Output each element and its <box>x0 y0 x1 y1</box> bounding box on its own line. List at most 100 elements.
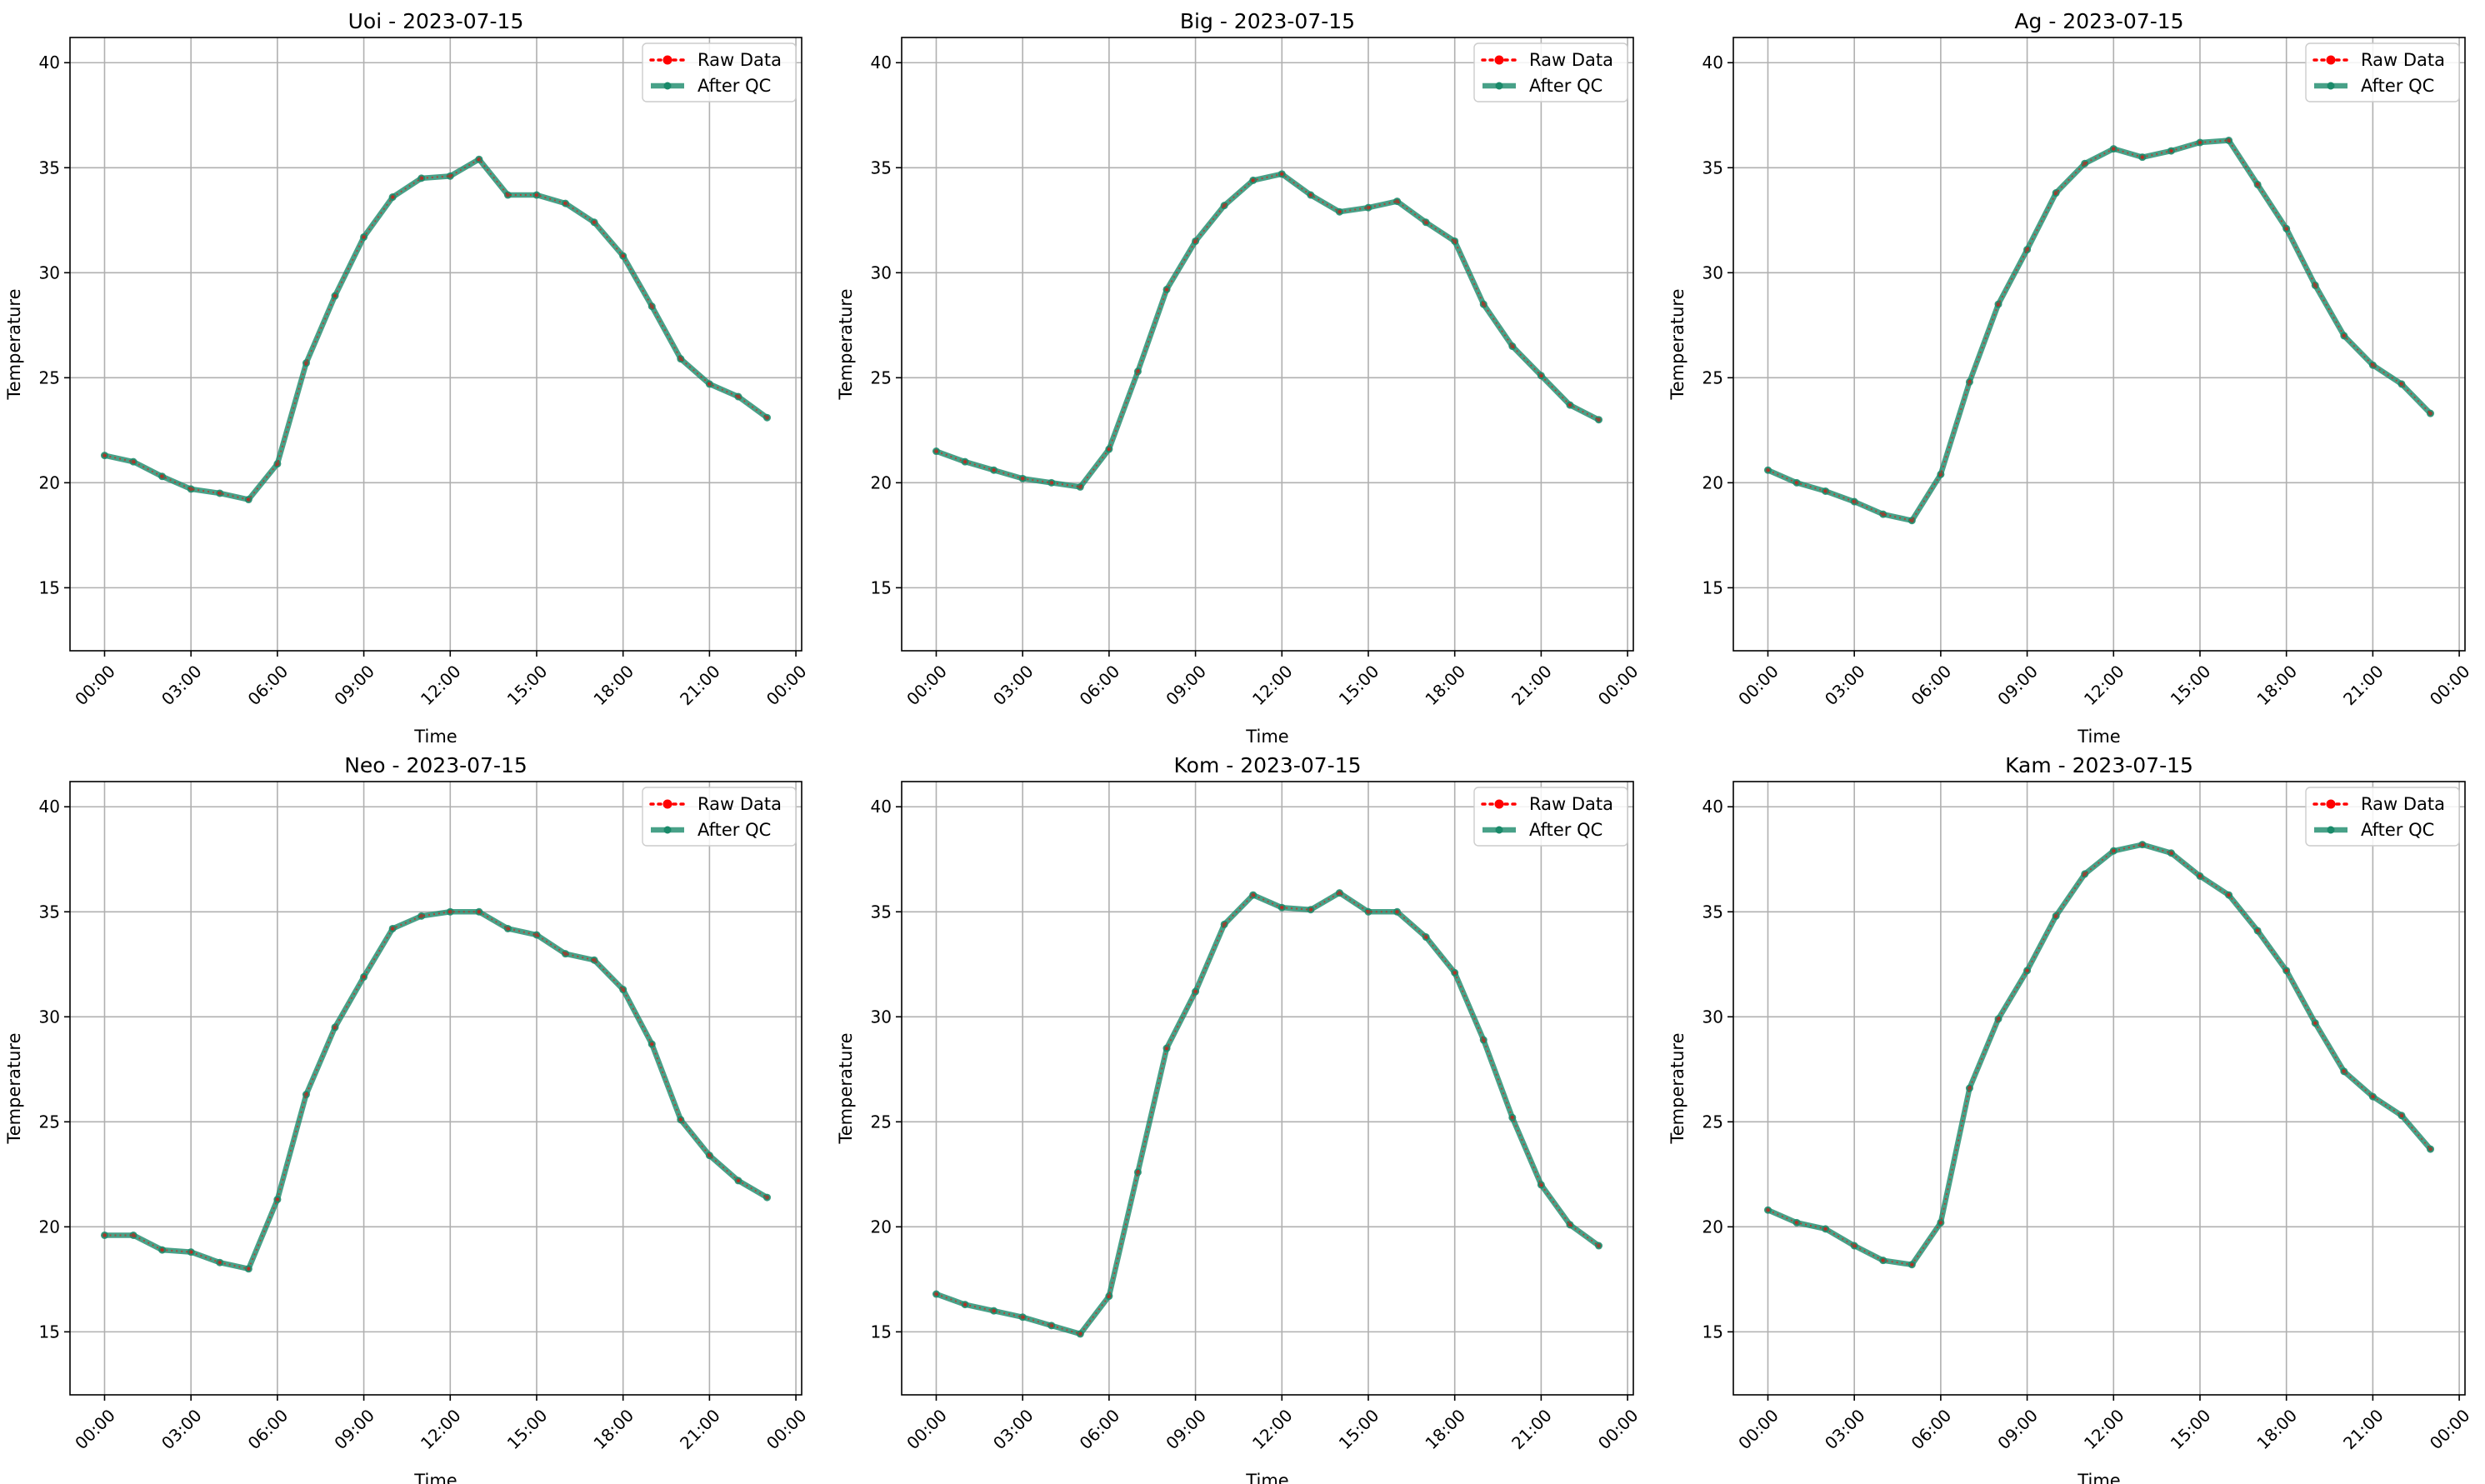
y-axis-label: Temperature <box>4 288 24 400</box>
x-tick-label: 09:00 <box>330 1405 378 1453</box>
axes-frame <box>901 37 1634 652</box>
chart-title: Uoi - 2023-07-15 <box>348 9 524 33</box>
point-raw-data <box>563 952 568 957</box>
point-raw-data <box>2111 147 2116 151</box>
point-raw-data <box>2342 1069 2347 1074</box>
y-tick-label: 15 <box>1702 577 1723 597</box>
x-tick-label: 03:00 <box>989 1405 1038 1453</box>
chart-title: Kom - 2023-07-15 <box>1174 753 1362 777</box>
subplot: 15 20 25 30 35 40 00:00 03:00 06:00 09:00 12:00 15:… <box>836 753 1642 1484</box>
legend-label-after-qc: After QC <box>698 820 771 840</box>
point-raw-data <box>2025 247 2029 252</box>
y-tick-label: 35 <box>871 157 892 177</box>
y-tick-label: 30 <box>1702 262 1723 282</box>
chart-title: Neo - 2023-07-15 <box>344 753 528 777</box>
legend: Raw Data After QC <box>2305 787 2460 847</box>
x-axis-label: Time <box>1245 1471 1288 1484</box>
point-raw-data <box>188 1250 193 1255</box>
point-raw-data <box>992 1308 997 1313</box>
x-tick-label: 03:00 <box>989 661 1038 709</box>
y-tick-label: 15 <box>871 1322 892 1342</box>
point-raw-data <box>1538 373 1543 378</box>
x-tick-label: 18:00 <box>589 1405 638 1453</box>
point-raw-data <box>736 394 741 399</box>
point-raw-data <box>2342 333 2347 338</box>
x-tick-label: 12:00 <box>417 661 465 709</box>
point-raw-data <box>1996 302 2001 307</box>
point-raw-data <box>102 1233 107 1237</box>
point-raw-data <box>1164 287 1169 292</box>
point-raw-data <box>2053 913 2058 918</box>
y-tick-label: 35 <box>39 157 60 177</box>
point-raw-data <box>1766 1207 1770 1212</box>
series-line-after-qc <box>102 909 770 1272</box>
point-raw-data <box>1794 1220 1799 1225</box>
point-raw-data <box>1222 203 1227 208</box>
subplot: 15 20 25 30 35 40 00:00 03:00 06:00 09:00 12:00 15:… <box>836 9 1642 747</box>
x-tick-label: 15:00 <box>503 1405 552 1453</box>
x-axis-label: Time <box>413 1471 457 1484</box>
point-raw-data <box>131 1233 136 1237</box>
y-tick-label: 35 <box>39 902 60 922</box>
x-tick-label: 15:00 <box>2167 661 2215 709</box>
point-raw-data <box>1568 1222 1572 1227</box>
x-tick-label: 06:00 <box>244 661 292 709</box>
chart-title: Big - 2023-07-15 <box>1180 9 1355 33</box>
point-raw-data <box>1020 1315 1025 1320</box>
legend-label-after-qc: After QC <box>2361 76 2434 96</box>
point-raw-data <box>1136 1170 1140 1175</box>
point-raw-data <box>1481 1037 1486 1042</box>
y-tick-label: 35 <box>1702 902 1723 922</box>
x-tick-label: 06:00 <box>1076 1405 1124 1453</box>
point-raw-data <box>2399 382 2404 387</box>
x-tick-label: 03:00 <box>1821 661 1869 709</box>
y-tick-label: 40 <box>871 797 892 817</box>
series-line-raw-data <box>104 157 768 501</box>
point-raw-data <box>2227 138 2231 142</box>
point-raw-data <box>1107 447 1112 452</box>
subplot: 15 20 25 30 35 40 00:00 03:00 06:00 09:00 12:00 15:… <box>4 753 811 1484</box>
point-raw-data <box>2255 928 2260 933</box>
legend-label-raw-data: Raw Data <box>698 50 782 70</box>
point-raw-data <box>1968 379 1972 384</box>
point-raw-data <box>246 1267 251 1272</box>
y-axis-label: Temperature <box>836 1032 856 1144</box>
point-raw-data <box>1251 177 1256 182</box>
point-raw-data <box>1193 239 1198 243</box>
axes-frame <box>1732 781 2466 1396</box>
point-raw-data <box>592 220 597 225</box>
point-raw-data <box>1338 891 1342 895</box>
y-tick-label: 20 <box>1702 1217 1723 1237</box>
point-raw-data <box>362 975 366 979</box>
legend: Raw Data After QC <box>642 787 797 847</box>
x-tick-label: 18:00 <box>2252 661 2301 709</box>
axes-frame <box>69 37 802 652</box>
y-tick-label: 15 <box>39 577 60 597</box>
y-tick-label: 20 <box>871 472 892 492</box>
x-tick-label: 03:00 <box>158 1405 206 1453</box>
legend-raw-data-marker <box>662 55 672 65</box>
point-raw-data <box>2198 874 2202 878</box>
x-tick-label: 09:00 <box>330 661 378 709</box>
x-tick-label: 00:00 <box>762 661 811 709</box>
x-tick-label: 09:00 <box>1162 1405 1210 1453</box>
point-raw-data <box>1452 970 1458 975</box>
series-line-after-qc <box>1765 842 2433 1267</box>
point-raw-data <box>304 361 308 366</box>
series-line-raw-data <box>104 911 768 1270</box>
point-raw-data <box>1852 499 1857 504</box>
point-raw-data <box>1308 192 1313 197</box>
point-raw-data <box>2198 140 2202 145</box>
point-raw-data <box>131 459 136 464</box>
y-tick-label: 15 <box>1702 1322 1723 1342</box>
x-axis-label: Time <box>2077 1471 2120 1484</box>
point-raw-data <box>1222 922 1227 927</box>
point-raw-data <box>1078 484 1082 489</box>
legend-after-qc-marker <box>2327 826 2335 834</box>
y-tick-label: 20 <box>871 1217 892 1237</box>
y-tick-label: 15 <box>871 577 892 597</box>
subplot: 15 20 25 30 35 40 00:00 03:00 06:00 09:00 12:00 15:… <box>1668 9 2474 747</box>
point-raw-data <box>102 453 107 457</box>
point-raw-data <box>218 1260 222 1265</box>
axes-frame <box>901 781 1634 1396</box>
